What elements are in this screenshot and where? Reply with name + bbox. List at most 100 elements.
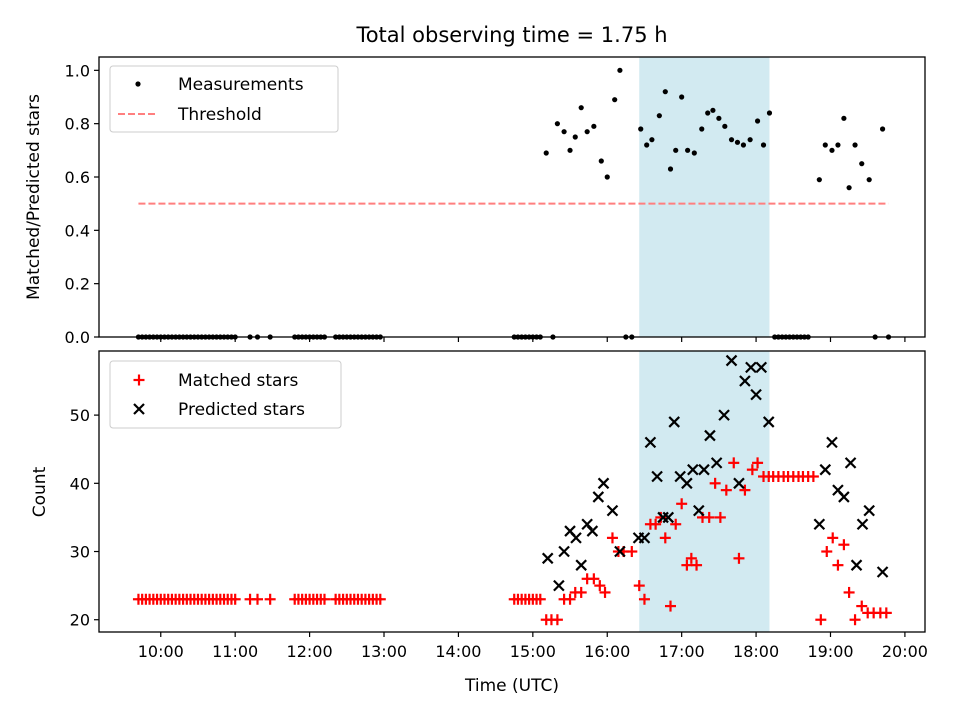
measurement-point (760, 142, 767, 148)
measurement-point (691, 150, 697, 156)
predicted-star-marker (558, 545, 570, 558)
predicted-star-marker (844, 457, 857, 469)
matched-star-marker (752, 457, 764, 469)
measurement-point (816, 177, 822, 183)
x-tick-label: 15:00 (510, 642, 556, 661)
measurement-point (543, 150, 549, 156)
x-tick-label: 12:00 (287, 642, 333, 661)
measurement-point (679, 94, 685, 100)
measurement-point (699, 126, 705, 132)
count-legend-box (109, 360, 342, 429)
matched-star-marker (815, 614, 827, 626)
measurement-point (578, 105, 584, 111)
matched-star-marker (318, 593, 330, 605)
measurement-point (852, 142, 858, 148)
predicted-star-marker (662, 511, 675, 524)
predicted-star-marker (704, 429, 716, 442)
measurement-point (754, 118, 761, 124)
predicted-star-marker (856, 518, 869, 531)
measurement-point (829, 147, 835, 153)
measurement-point (598, 158, 604, 164)
predicted-star-marker (838, 491, 850, 503)
predicted-star-marker (850, 559, 863, 571)
matched-star-marker (880, 607, 892, 619)
predicted-star-marker (586, 525, 599, 537)
matched-star-marker (534, 593, 546, 605)
matched-star-marker (709, 477, 721, 489)
matched-star-marker (856, 600, 868, 612)
predicted-star-marker (606, 504, 619, 517)
ratio-panel: 0.0 0.2 0.4 0.6 0.8 1.0 Matched/Predicted sta… (24, 56, 926, 347)
predicted-star-marker (668, 416, 681, 428)
matched-star-marker (746, 464, 758, 476)
measurement-point (591, 123, 597, 129)
ratio-y-tick-label: 0.8 (65, 115, 90, 134)
measurement-point (572, 134, 578, 140)
measurement-point (685, 147, 691, 153)
measurement-point (662, 89, 668, 95)
count-y-axis: 20 30 40 50 (70, 406, 99, 630)
predicted-star-marker (733, 477, 745, 490)
matched-star-marker (575, 586, 587, 598)
ratio-y-tick-label: 0.0 (65, 328, 90, 347)
matched-star-marker (714, 511, 726, 523)
x-tick-label: 14:00 (435, 642, 481, 661)
matched-star-marker (599, 586, 611, 598)
measurement-point (710, 107, 716, 113)
x-tick-label: 13:00 (361, 642, 407, 661)
ratio-plot-area (135, 67, 892, 340)
matched-star-marker (264, 593, 276, 605)
predicted-star-marker (750, 388, 762, 401)
measurement-point (722, 123, 728, 129)
predicted-star-marker (876, 566, 889, 578)
figure-title: Total observing time = 1.75 h (355, 23, 667, 47)
matched-star-marker (849, 614, 861, 626)
ratio-y-tick-label: 0.6 (65, 168, 90, 187)
measurement-point (866, 177, 872, 183)
predicted-star-marker (614, 545, 626, 558)
measurement-point (859, 161, 865, 167)
predicted-star-marker (570, 532, 582, 544)
matched-star-marker (659, 532, 671, 544)
ratio-axes-frame (98, 56, 926, 338)
matched-star-marker (843, 586, 855, 598)
x-tick-label: 17:00 (659, 642, 705, 661)
predicted-star-marker (826, 436, 838, 449)
ratio-y-axis: 0.0 0.2 0.4 0.6 0.8 1.0 (65, 61, 99, 347)
measurement-point (644, 142, 650, 148)
matched-star-marker (564, 593, 576, 605)
predicted-star-marker (710, 457, 723, 469)
measurement-point (734, 139, 741, 145)
predicted-star-marker (638, 532, 651, 544)
predicted-star-marker (863, 504, 875, 517)
predicted-legend-marker (133, 403, 145, 415)
matched-star-marker (665, 600, 677, 612)
ratio-x-ticks (160, 337, 906, 342)
matched-star-marker (691, 559, 703, 571)
predicted-star-marker (644, 436, 657, 449)
count-y-tick-label: 50 (70, 406, 90, 425)
predicted-star-marker (718, 409, 730, 421)
x-tick-label: 20:00 (882, 642, 928, 661)
matched-star-marker (374, 593, 386, 605)
predicted-star-marker (687, 463, 699, 476)
measurement-point (561, 129, 567, 135)
predicted-star-marker (762, 416, 775, 428)
matched-star-marker (807, 470, 819, 482)
measurement-point (846, 185, 852, 191)
count-x-axis: 10:00 11:00 12:00 13:00 14:00 15:00 16:00 17:00… (138, 632, 928, 661)
measurement-point (740, 142, 747, 148)
legend-predicted-stars: Predicted stars (178, 400, 305, 420)
ratio-legend-box (109, 65, 339, 133)
predicted-star-marker (739, 375, 751, 387)
matched-star-marker (594, 580, 606, 592)
matched-star-marker (638, 593, 650, 605)
matched-star-marker (827, 532, 839, 544)
predicted-star-marker (693, 504, 705, 517)
measurement-point (822, 142, 828, 148)
measurement-point (716, 115, 722, 121)
predicted-star-marker (553, 579, 565, 592)
predicted-star-marker (755, 361, 768, 374)
matched-legend-marker (133, 374, 145, 386)
